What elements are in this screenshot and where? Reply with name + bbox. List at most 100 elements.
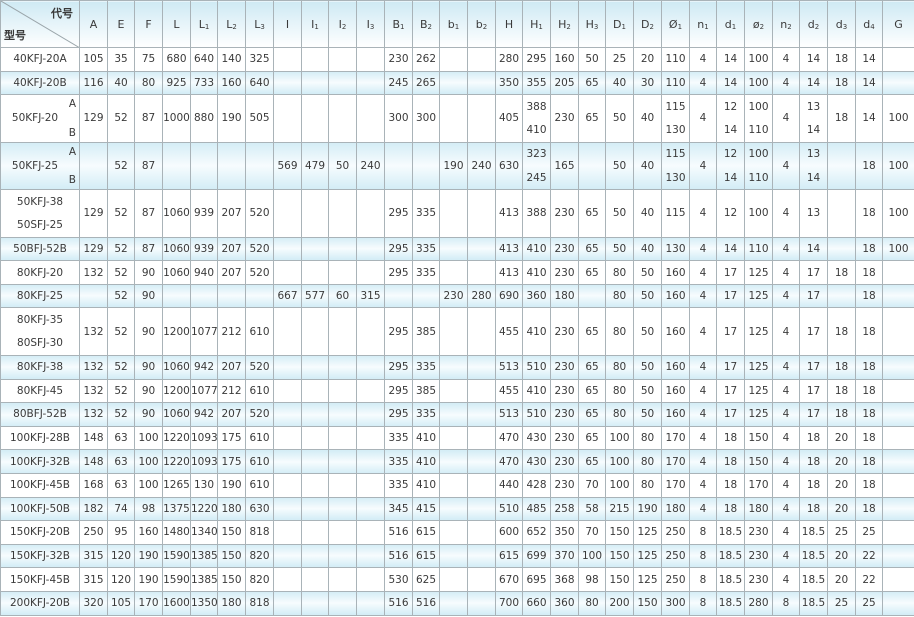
value-cell: 125 bbox=[633, 520, 662, 545]
value-cell: 14 bbox=[716, 236, 745, 262]
value-cell bbox=[356, 567, 385, 592]
column-header: n2 bbox=[772, 0, 800, 48]
value-cell: 40 bbox=[633, 236, 662, 262]
value-cell bbox=[301, 236, 329, 262]
value-cell: 14 bbox=[855, 70, 883, 96]
value-cell: 100 bbox=[744, 189, 773, 238]
value-cell: 4 bbox=[772, 543, 800, 569]
value-cell: 52 bbox=[107, 189, 135, 238]
value-cell: 4 bbox=[689, 496, 717, 522]
model-name: 80KFJ-35 bbox=[16, 314, 64, 327]
value-cell bbox=[301, 307, 329, 356]
model-cell: 80KFJ-25 bbox=[0, 283, 80, 309]
value-cell: 18 bbox=[799, 425, 828, 451]
value-cell: 18 bbox=[716, 449, 745, 474]
value-cell: 355 bbox=[522, 70, 551, 96]
column-header: B1 bbox=[384, 0, 413, 48]
column-header-label: A bbox=[89, 17, 98, 31]
value-cell: 100 bbox=[134, 425, 163, 451]
value-cell: 430 bbox=[522, 425, 551, 451]
value-cell bbox=[301, 354, 329, 380]
column-header-label: B bbox=[392, 17, 401, 31]
model-name: 80SFJ-30 bbox=[17, 337, 63, 350]
value-cell: 250 bbox=[661, 543, 690, 569]
value-cell: 52 bbox=[107, 94, 135, 143]
value-cell: 150 bbox=[744, 449, 773, 474]
value-cell: 335 bbox=[384, 449, 413, 474]
value-cell: 360 bbox=[550, 590, 579, 616]
value-cell bbox=[301, 260, 329, 285]
value-cell: 160 bbox=[661, 307, 690, 356]
value-cell: 516 bbox=[412, 590, 440, 616]
value-cell: 129 bbox=[79, 94, 108, 143]
value-cell: 513 bbox=[495, 402, 523, 427]
value-cell: 160 bbox=[217, 70, 246, 96]
value-cell: 160 bbox=[550, 47, 579, 72]
value-cell bbox=[827, 141, 856, 191]
value-cell: 262 bbox=[412, 47, 440, 72]
value-cell: 4 bbox=[772, 472, 800, 498]
value-cell: 52 bbox=[107, 283, 135, 309]
table-row: 200KFJ-20B 320 105 170 1600 1350 180 818 516 516 7… bbox=[0, 590, 914, 616]
value-cell: 65 bbox=[578, 236, 606, 262]
value-cell: 150 bbox=[605, 520, 634, 545]
column-header-subscript: 1 bbox=[538, 22, 543, 31]
column-header: L3 bbox=[245, 0, 274, 48]
value-cell bbox=[578, 141, 606, 191]
value-cell: 413 bbox=[495, 260, 523, 285]
value-cell: 90 bbox=[134, 402, 163, 427]
value-cell: 190 bbox=[439, 141, 468, 191]
value-part: 130 bbox=[665, 124, 686, 137]
value-cell: 100 110 bbox=[744, 141, 773, 191]
value-cell: 4 bbox=[689, 307, 717, 356]
table-row: 100KFJ-50B 182 74 98 1375 1220 180 630 345 415 510… bbox=[0, 496, 914, 522]
value-part: 388 bbox=[526, 100, 547, 113]
column-header-label: L bbox=[254, 17, 261, 31]
value-cell bbox=[328, 354, 357, 380]
column-header-label: ø bbox=[752, 17, 760, 31]
value-cell: 4 bbox=[689, 260, 717, 285]
value-cell: 63 bbox=[107, 425, 135, 451]
value-cell: 1093 bbox=[190, 449, 218, 474]
value-cell: 100 bbox=[882, 141, 914, 191]
value-cell: 125 bbox=[744, 354, 773, 380]
value-cell: 58 bbox=[578, 496, 606, 522]
value-cell: 410 bbox=[522, 260, 551, 285]
value-cell: 65 bbox=[578, 354, 606, 380]
value-cell: 470 bbox=[495, 425, 523, 451]
value-cell: 50 bbox=[578, 47, 606, 72]
value-cell: 90 bbox=[134, 307, 163, 356]
value-cell: 230 bbox=[550, 94, 579, 143]
value-cell: 335 bbox=[412, 189, 440, 238]
value-cell: 120 bbox=[107, 567, 135, 592]
value-cell bbox=[882, 425, 914, 451]
value-cell: 160 bbox=[661, 402, 690, 427]
value-cell bbox=[356, 70, 385, 96]
value-cell: 20 bbox=[633, 47, 662, 72]
value-cell: 14 bbox=[799, 47, 828, 72]
value-cell bbox=[273, 236, 302, 262]
value-cell bbox=[439, 236, 468, 262]
value-cell: 65 bbox=[578, 260, 606, 285]
value-cell: 8 bbox=[689, 567, 717, 592]
value-cell: 17 bbox=[799, 307, 828, 356]
value-cell: 230 bbox=[550, 236, 579, 262]
column-header-label: B bbox=[419, 17, 428, 31]
value-cell: 1200 bbox=[162, 307, 191, 356]
column-header-subscript: 3 bbox=[260, 22, 265, 31]
value-cell: 230 bbox=[550, 354, 579, 380]
value-cell bbox=[273, 543, 302, 569]
value-cell: 18 bbox=[827, 260, 856, 285]
value-cell bbox=[273, 425, 302, 451]
value-cell bbox=[190, 283, 218, 309]
value-cell: 925 bbox=[162, 70, 191, 96]
value-cell: 410 bbox=[412, 425, 440, 451]
value-cell: 17 bbox=[799, 354, 828, 380]
value-cell: 4 bbox=[689, 449, 717, 474]
value-cell bbox=[827, 283, 856, 309]
value-cell: 610 bbox=[245, 472, 274, 498]
value-cell bbox=[356, 47, 385, 72]
value-cell: 939 bbox=[190, 189, 218, 238]
value-cell: 150 bbox=[217, 543, 246, 569]
column-header: Ø1 bbox=[661, 0, 690, 48]
